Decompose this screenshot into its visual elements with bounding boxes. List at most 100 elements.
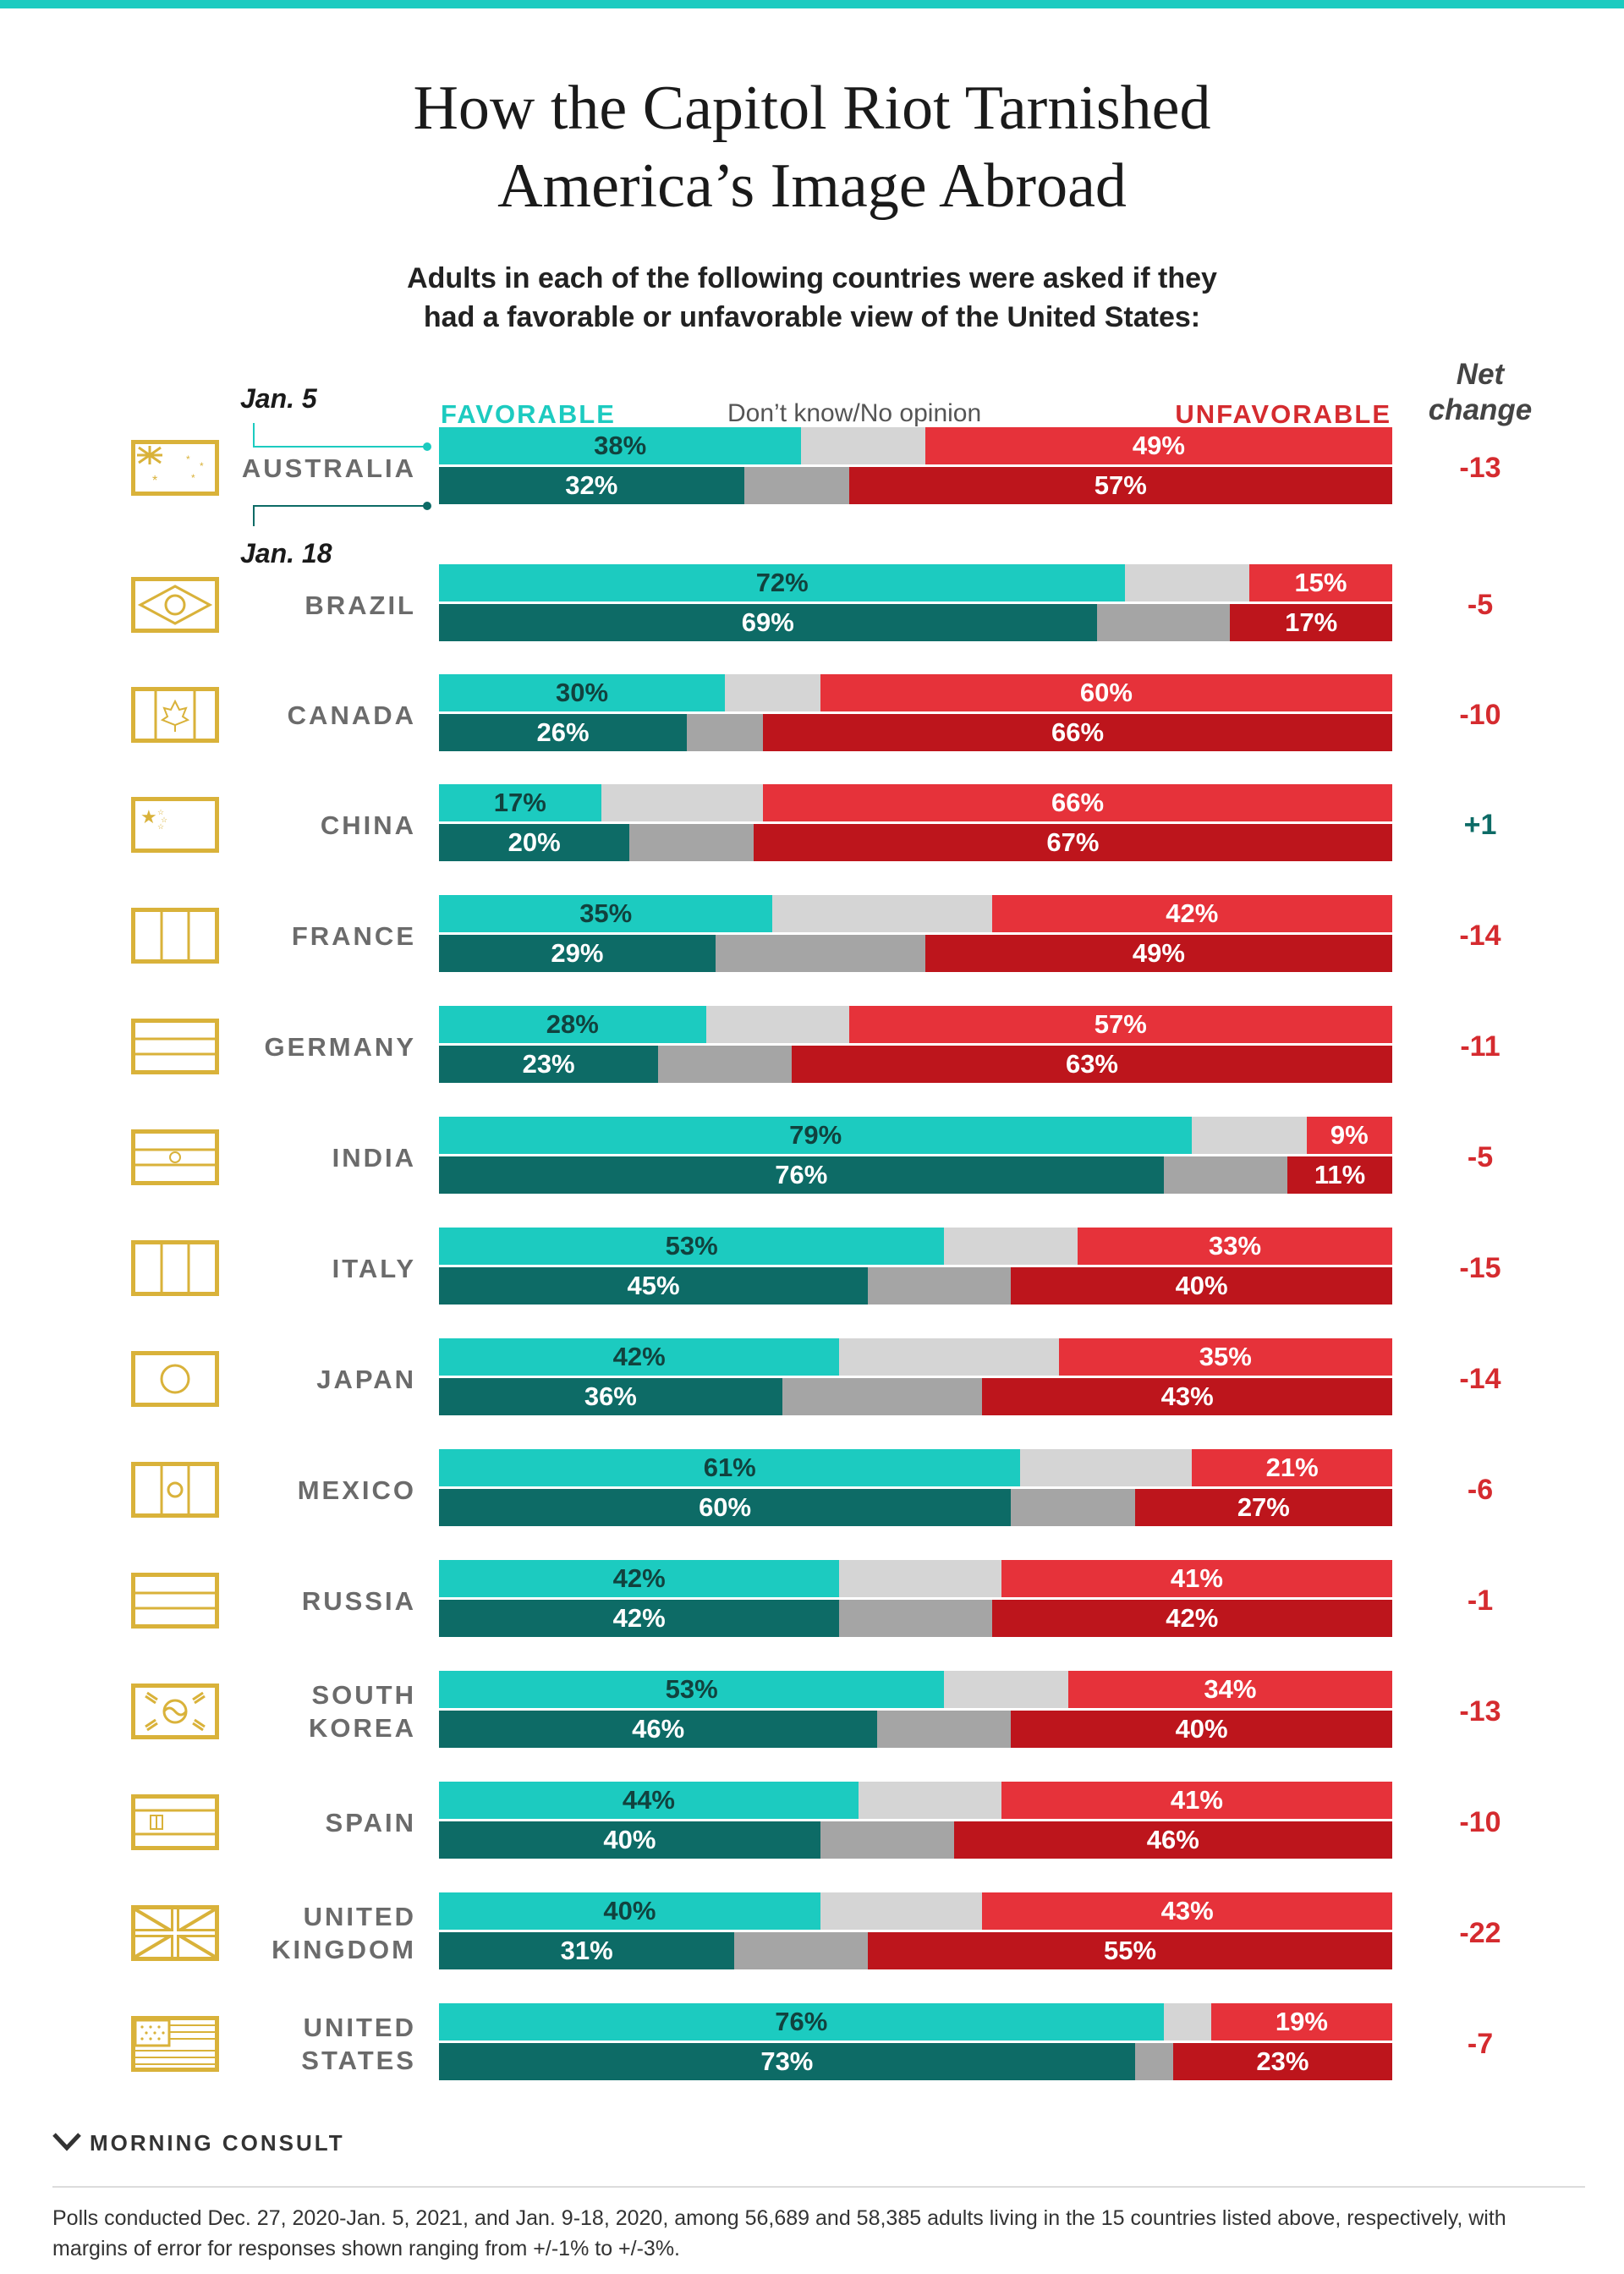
favorable-segment: 31% — [439, 1932, 735, 1969]
dont-know-segment — [839, 1600, 992, 1637]
brazil-flag-icon — [131, 577, 219, 633]
unfavorable-segment: 60% — [820, 674, 1392, 711]
net-change-value: -14 — [1459, 1363, 1501, 1395]
india-flag-icon — [131, 1129, 219, 1185]
country-label-line: RUSSIA — [301, 1585, 416, 1616]
unfavorable-segment: 9% — [1306, 1117, 1392, 1154]
net-change-value: -13 — [1459, 452, 1501, 484]
svg-text:*: * — [200, 460, 204, 472]
country-label: CHINA — [179, 809, 416, 842]
bar-jan5: 35% 42% — [439, 895, 1392, 932]
net-change-value: -5 — [1467, 589, 1494, 621]
dont-know-segment — [1011, 1489, 1135, 1526]
favorable-segment: 76% — [439, 2003, 1164, 2041]
footer-divider — [52, 2186, 1585, 2188]
unfavorable-segment: 57% — [848, 467, 1392, 504]
bar-jan5: 44% 41% — [439, 1782, 1392, 1819]
australia-flag-icon: * * * * — [131, 440, 219, 496]
legend-dont-know: Don’t know/No opinion — [727, 399, 982, 427]
bar-jan5: 40% 43% — [439, 1892, 1392, 1930]
country-label-line: SPAIN — [325, 1807, 416, 1837]
brand-logo: MORNING CONSULT — [52, 2130, 345, 2156]
chart-row: FRANCE 35% 42% 29% 49% -14 — [0, 895, 1624, 976]
country-label-line: AUSTRALIA — [241, 453, 416, 483]
chart-row: INDIA 79% 9% 76% 11% -5 — [0, 1117, 1624, 1198]
bar-jan18: 46% 40% — [439, 1711, 1392, 1748]
favorable-segment: 42% — [439, 1560, 840, 1597]
dont-know-segment — [705, 1006, 849, 1043]
country-label-line: GERMANY — [264, 1031, 416, 1062]
bar-jan5: 79% 9% — [439, 1117, 1392, 1154]
net-change-value: -5 — [1467, 1141, 1494, 1173]
canada-flag-icon — [131, 687, 219, 743]
bar-jan18: 23% 63% — [439, 1046, 1392, 1083]
dont-know-segment — [772, 895, 992, 932]
chart-row: UNITED STATES 76% 19% 73% 23% -7 — [0, 2003, 1624, 2084]
subtitle-line-1: Adults in each of the following countrie… — [407, 262, 1217, 294]
country-label-line: STATES — [301, 2046, 416, 2075]
country-label-line: KINGDOM — [272, 1935, 416, 1964]
chart-title: How the Capitol Riot Tarnished America’s… — [0, 69, 1624, 225]
chart-row: SOUTH KOREA 53% 34% 46% 40% -13 — [0, 1671, 1624, 1752]
net-change-value: -14 — [1459, 920, 1501, 952]
country-label-line: MEXICO — [297, 1475, 416, 1505]
unfavorable-segment: 43% — [982, 1892, 1392, 1930]
dont-know-segment — [820, 1821, 954, 1859]
chart-row: UNITED KINGDOM 40% 43% 31% 55% -22 — [0, 1892, 1624, 1974]
unfavorable-segment: 11% — [1287, 1156, 1392, 1194]
bar-jan18: 26% 66% — [439, 714, 1392, 751]
dont-know-segment — [1134, 2043, 1173, 2080]
country-label: UNITED STATES — [179, 2011, 416, 2077]
favorable-segment: 38% — [439, 427, 802, 464]
net-change-header-line-2: change — [1428, 393, 1533, 426]
favorable-segment: 36% — [439, 1378, 782, 1415]
spain-flag-icon — [131, 1794, 219, 1850]
bar-jan5: 76% 19% — [439, 2003, 1392, 2041]
bar-jan5: 53% 33% — [439, 1228, 1392, 1265]
country-label-line: UNITED — [303, 2013, 416, 2042]
chart-row: ITALY 53% 33% 45% 40% -15 — [0, 1228, 1624, 1309]
net-change-value: -11 — [1460, 1030, 1501, 1063]
favorable-segment: 53% — [439, 1228, 945, 1265]
bar-jan18: 20% 67% — [439, 824, 1392, 861]
dont-know-segment — [868, 1267, 1012, 1305]
bar-jan18: 45% 40% — [439, 1267, 1392, 1305]
legend-connector-lines — [253, 423, 431, 526]
svg-text:☆: ☆ — [157, 822, 164, 831]
favorable-segment: 40% — [439, 1821, 820, 1859]
country-label: GERMANY — [179, 1030, 416, 1063]
chart-row: ★ ☆ ☆ ☆ CHINA 17% 66% 20% 67% +1 — [0, 784, 1624, 865]
unfavorable-segment: 57% — [848, 1006, 1392, 1043]
dont-know-segment — [743, 467, 849, 504]
legend-jan18-label: Jan. 18 — [240, 538, 332, 568]
dont-know-segment — [658, 1046, 792, 1083]
dont-know-segment — [1192, 1117, 1307, 1154]
bar-jan5: 61% 21% — [439, 1449, 1392, 1486]
france-flag-icon — [131, 908, 219, 964]
country-label: ITALY — [179, 1252, 416, 1285]
chart-row: CANADA 30% 60% 26% 66% -10 — [0, 674, 1624, 755]
bar-jan18: 69% 17% — [439, 604, 1392, 641]
net-change-value: -22 — [1459, 1917, 1501, 1949]
net-change-value: -1 — [1467, 1585, 1494, 1617]
chart-row: BRAZIL 72% 15% 69% 17% -5 — [0, 564, 1624, 645]
favorable-segment: 42% — [439, 1600, 840, 1637]
favorable-segment: 61% — [439, 1449, 1021, 1486]
brand-name: MORNING CONSULT — [90, 2130, 345, 2156]
legend-jan5-label: Jan. 5 — [240, 383, 317, 414]
germany-flag-icon — [131, 1019, 219, 1074]
country-label: FRANCE — [179, 920, 416, 953]
favorable-segment: 23% — [439, 1046, 659, 1083]
dont-know-segment — [601, 784, 764, 821]
net-change-value: -15 — [1459, 1252, 1501, 1284]
dont-know-segment — [1125, 564, 1249, 601]
net-change-header: Net change — [1421, 357, 1539, 428]
net-change-value: -10 — [1459, 699, 1501, 731]
bar-jan5: 17% 66% — [439, 784, 1392, 821]
svg-text:*: * — [152, 474, 157, 488]
unfavorable-segment: 67% — [753, 824, 1392, 861]
legend-favorable: FAVORABLE — [441, 399, 616, 429]
unfavorable-segment: 23% — [1172, 2043, 1392, 2080]
unfavorable-segment: 66% — [763, 714, 1392, 751]
dont-know-segment — [1096, 604, 1231, 641]
